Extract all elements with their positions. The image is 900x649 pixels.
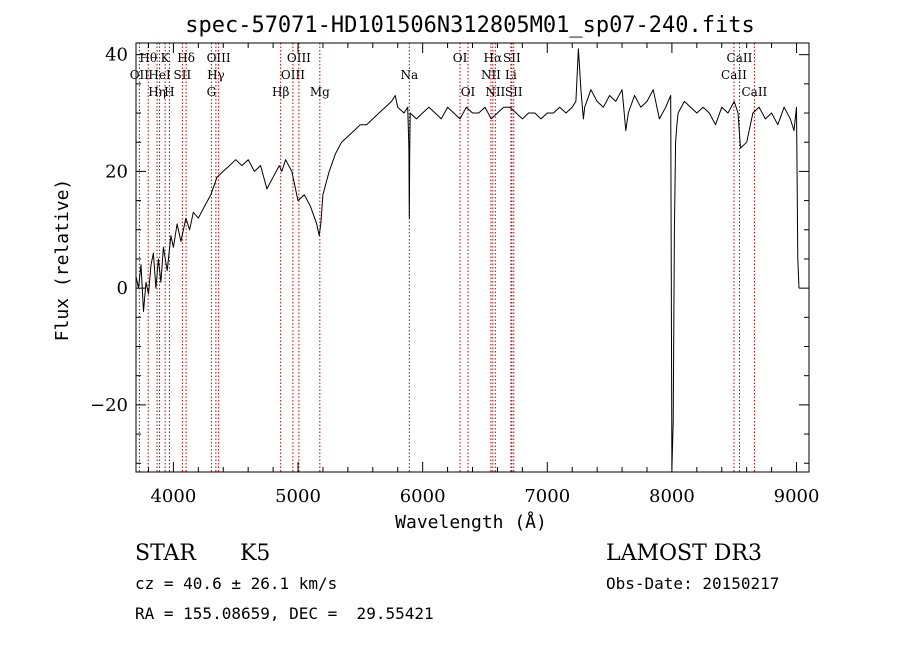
series-layer [135,48,800,470]
marker-label: SII [503,51,521,65]
marker-label: NII [485,85,505,99]
marker-label: HeI [148,68,171,82]
redshift-cz: cz = 40.6 ± 26.1 km/s [135,574,337,593]
marker-label: Li [505,68,517,82]
axes [135,42,810,473]
marker-label: Hθ [139,51,157,65]
marker-label: Hη [148,85,166,99]
marker-label: H [164,85,174,99]
marker-label: OIII [287,51,311,65]
chart-title: spec-57071-HD101506N312805M01_sp07-240.f… [185,13,755,38]
x-tick-label: 6000 [400,486,446,507]
ticks: 4000 5000 6000 7000 8000 9000 −20 0 20 40 [90,43,819,507]
marker-label: G [207,85,217,99]
y-tick-label: 40 [105,45,128,66]
marker-label: CaII [727,51,753,65]
marker-label: OI [461,85,476,99]
marker-label: NII [481,68,501,82]
x-tick-label: 9000 [774,486,820,507]
marker-label: K [161,51,171,65]
y-tick-label: 20 [105,161,128,182]
x-axis-label: Wavelength (Å) [395,511,547,533]
coordinates: RA = 155.08659, DEC = 29.55421 [135,604,434,623]
y-axis-label: Flux (relative) [52,179,73,342]
marker-label: OIII [281,68,305,82]
survey-name: LAMOST DR3 [606,541,762,566]
x-tick-label: 4000 [150,486,196,507]
marker-label: SII [505,85,523,99]
x-tick-label: 5000 [275,486,321,507]
marker-label: OI [453,51,468,65]
object-class: STAR [135,541,197,566]
marker-label: Mg [310,85,330,99]
y-tick-label: 0 [117,278,128,299]
object-subclass: K5 [240,541,270,566]
marker-label: CaII [721,68,747,82]
marker-label: CaII [741,85,767,99]
x-tick-label: 8000 [649,486,695,507]
marker-label: OIII [207,51,231,65]
marker-label: OII [130,68,150,82]
marker-label: Hγ [207,68,225,82]
x-tick-label: 7000 [524,486,570,507]
marker-label: Na [400,68,418,82]
marker-label: Hβ [272,85,289,99]
marker-label: Hα [484,51,503,65]
observation-date: Obs-Date: 20150217 [606,574,779,593]
series-line-spectrum [135,48,800,470]
marker-label: Hδ [177,51,195,65]
marker-label: SII [174,68,192,82]
plot-frame [135,42,810,473]
y-tick-label: −20 [90,395,128,416]
